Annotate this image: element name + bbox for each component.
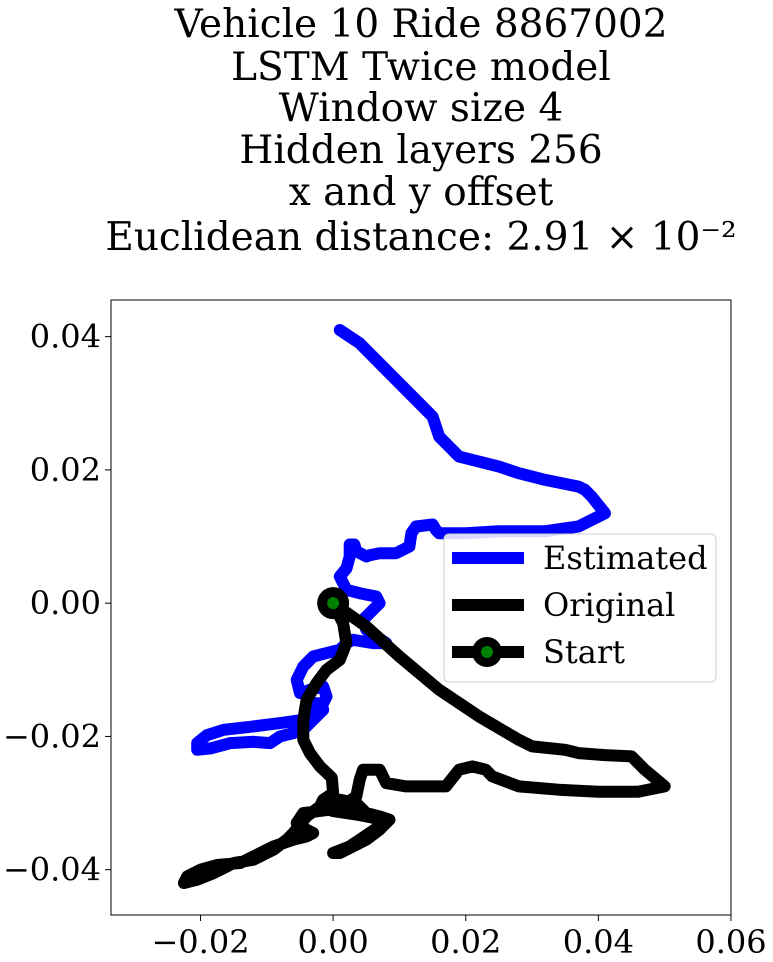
- legend-label-estimated: Estimated: [543, 539, 708, 577]
- legend: Estimated Original Start: [443, 533, 717, 683]
- y-tick-label: 0.02: [30, 451, 101, 489]
- x-axis: −0.02 0.00 0.02 0.04 0.06: [151, 915, 767, 961]
- x-tick-label: −0.02: [151, 923, 249, 961]
- legend-swatch-start-marker-center: [481, 646, 493, 658]
- title-line-2: LSTM Twice model: [231, 45, 611, 90]
- y-tick-label: −0.04: [3, 851, 101, 889]
- title-line-3: Window size 4: [279, 86, 564, 131]
- y-tick-label: 0.04: [30, 318, 101, 356]
- title-line-4: Hidden layers 256: [239, 128, 602, 173]
- legend-box: [443, 533, 717, 683]
- y-tick-label: 0.00: [30, 584, 101, 622]
- y-axis: 0.04 0.02 0.00 −0.02 −0.04: [3, 318, 111, 889]
- start-marker-center: [327, 597, 340, 610]
- title-line-5: x and y offset: [289, 170, 554, 215]
- start-marker-layer: [317, 587, 350, 620]
- y-tick-label: −0.02: [3, 717, 101, 755]
- x-tick-label: 0.00: [298, 923, 369, 961]
- series-line-estimated: [191, 324, 611, 756]
- series-layer: [177, 324, 671, 889]
- x-tick-label: 0.06: [695, 923, 766, 961]
- legend-label-original: Original: [543, 586, 675, 624]
- x-tick-label: 0.02: [430, 923, 501, 961]
- title-line-1: Vehicle 10 Ride 8867002: [173, 2, 667, 47]
- chart-title: Vehicle 10 Ride 8867002 LSTM Twice model…: [105, 2, 736, 260]
- legend-label-start: Start: [543, 633, 625, 671]
- title-line-6: Euclidean distance: 2.91 × 10⁻²: [105, 215, 736, 260]
- x-tick-label: 0.04: [563, 923, 634, 961]
- series-line-original: [177, 597, 671, 889]
